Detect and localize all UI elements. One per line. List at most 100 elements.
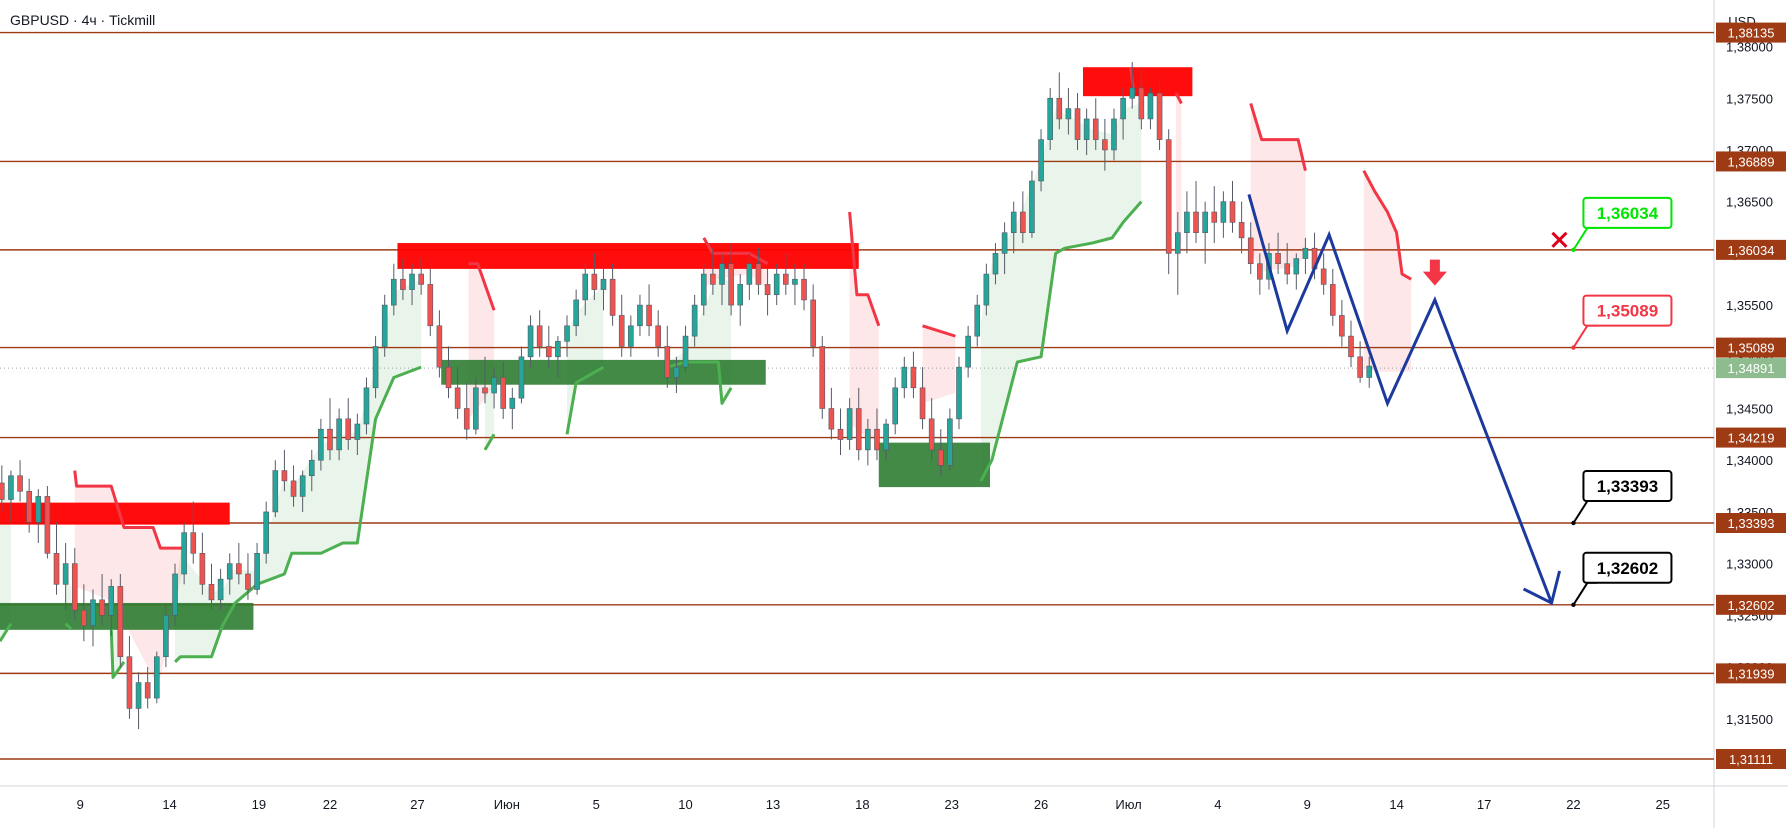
candle[interactable] [1339, 299, 1345, 347]
candle[interactable] [728, 243, 734, 316]
level-price-tag[interactable]: 1,36889 [1716, 151, 1786, 172]
candle[interactable] [1220, 191, 1227, 238]
candle[interactable] [172, 563, 178, 626]
candle[interactable] [345, 398, 352, 450]
candle[interactable] [117, 573, 124, 668]
forecast-path[interactable] [1247, 194, 1553, 604]
candle[interactable] [773, 263, 780, 306]
candle[interactable] [837, 408, 844, 456]
candle[interactable] [381, 294, 388, 357]
candle[interactable] [500, 361, 507, 419]
candle[interactable] [199, 532, 206, 595]
candle[interactable] [974, 294, 981, 347]
candle[interactable] [17, 460, 23, 502]
candle[interactable] [108, 579, 115, 637]
level-price-tag[interactable]: 1,32602 [1716, 594, 1786, 615]
candle[interactable] [956, 356, 962, 430]
candle[interactable] [600, 268, 607, 311]
candle[interactable] [901, 356, 908, 399]
candle[interactable] [700, 263, 707, 316]
candle[interactable] [26, 478, 32, 533]
level-price-tag[interactable]: 1,31111 [1716, 749, 1786, 770]
price-callout[interactable]: 1,35089 [1571, 294, 1673, 350]
candle[interactable] [290, 465, 297, 507]
candle[interactable] [62, 542, 69, 611]
candle[interactable] [1074, 93, 1081, 150]
candle[interactable] [1202, 201, 1208, 264]
candle[interactable] [609, 263, 616, 326]
candle[interactable] [1275, 232, 1281, 275]
candle[interactable] [1156, 77, 1163, 150]
candle[interactable] [372, 336, 379, 399]
candle[interactable] [937, 429, 944, 476]
candle[interactable] [1120, 87, 1126, 140]
candle[interactable] [418, 258, 424, 295]
candle[interactable] [1366, 356, 1373, 388]
candle[interactable] [691, 294, 698, 347]
candle[interactable] [545, 325, 552, 368]
candle[interactable] [427, 268, 434, 337]
price-callout[interactable]: 1,32602 [1571, 551, 1673, 608]
candle[interactable] [391, 263, 397, 316]
candle[interactable] [892, 377, 898, 435]
price-callout[interactable]: 1,33393 [1571, 470, 1673, 526]
candle[interactable] [1329, 268, 1336, 326]
candle[interactable] [263, 501, 269, 564]
candle[interactable] [1102, 118, 1108, 171]
candle[interactable] [8, 470, 14, 523]
level-price-tag[interactable]: 1,31939 [1716, 663, 1786, 684]
support-zone[interactable] [0, 602, 254, 630]
candle[interactable] [1293, 253, 1300, 290]
candle[interactable] [1174, 212, 1181, 295]
candle[interactable] [1320, 253, 1327, 295]
candle[interactable] [536, 310, 543, 357]
price-callout[interactable]: 1,36034 [1551, 196, 1673, 253]
candle[interactable] [482, 356, 488, 404]
candle[interactable] [527, 315, 534, 368]
candle[interactable] [591, 253, 598, 300]
candle[interactable] [947, 408, 953, 471]
candle[interactable] [1092, 98, 1099, 150]
candle[interactable] [208, 563, 215, 611]
candle[interactable] [746, 253, 753, 300]
candle[interactable] [153, 651, 160, 704]
candle[interactable] [1038, 129, 1044, 192]
candle[interactable] [126, 636, 133, 719]
candle[interactable] [1056, 72, 1063, 130]
candle[interactable] [0, 465, 5, 512]
candle[interactable] [883, 418, 889, 461]
candle[interactable] [281, 449, 288, 492]
candle[interactable] [1229, 180, 1236, 233]
candle[interactable] [81, 584, 87, 642]
candle[interactable] [1111, 108, 1117, 161]
candle[interactable] [454, 367, 461, 419]
candle[interactable] [673, 356, 680, 393]
candle[interactable] [336, 408, 342, 461]
candle[interactable] [846, 398, 853, 450]
candle[interactable] [71, 548, 78, 621]
candle[interactable] [491, 367, 497, 409]
candle[interactable] [1348, 320, 1354, 368]
candle[interactable] [855, 387, 862, 461]
resistance-zone[interactable] [397, 243, 859, 269]
candle[interactable] [928, 398, 935, 461]
candle[interactable] [1165, 129, 1172, 275]
candle[interactable] [1010, 201, 1017, 254]
candle[interactable] [1129, 62, 1136, 109]
candle[interactable] [245, 553, 251, 600]
candle[interactable] [764, 268, 771, 316]
candle[interactable] [254, 542, 260, 595]
level-price-tag[interactable]: 1,36034 [1716, 239, 1786, 260]
candle[interactable] [1238, 201, 1245, 254]
candle[interactable] [828, 387, 835, 440]
level-price-tag[interactable]: 1,35089 [1716, 337, 1786, 358]
candle[interactable] [564, 315, 570, 357]
candle[interactable] [1247, 222, 1254, 275]
candle[interactable] [217, 568, 224, 611]
candle[interactable] [618, 294, 625, 357]
candle[interactable] [1065, 87, 1072, 135]
candle[interactable] [965, 325, 971, 378]
candle[interactable] [1357, 341, 1363, 383]
candle[interactable] [682, 325, 689, 373]
candle[interactable] [308, 449, 315, 492]
